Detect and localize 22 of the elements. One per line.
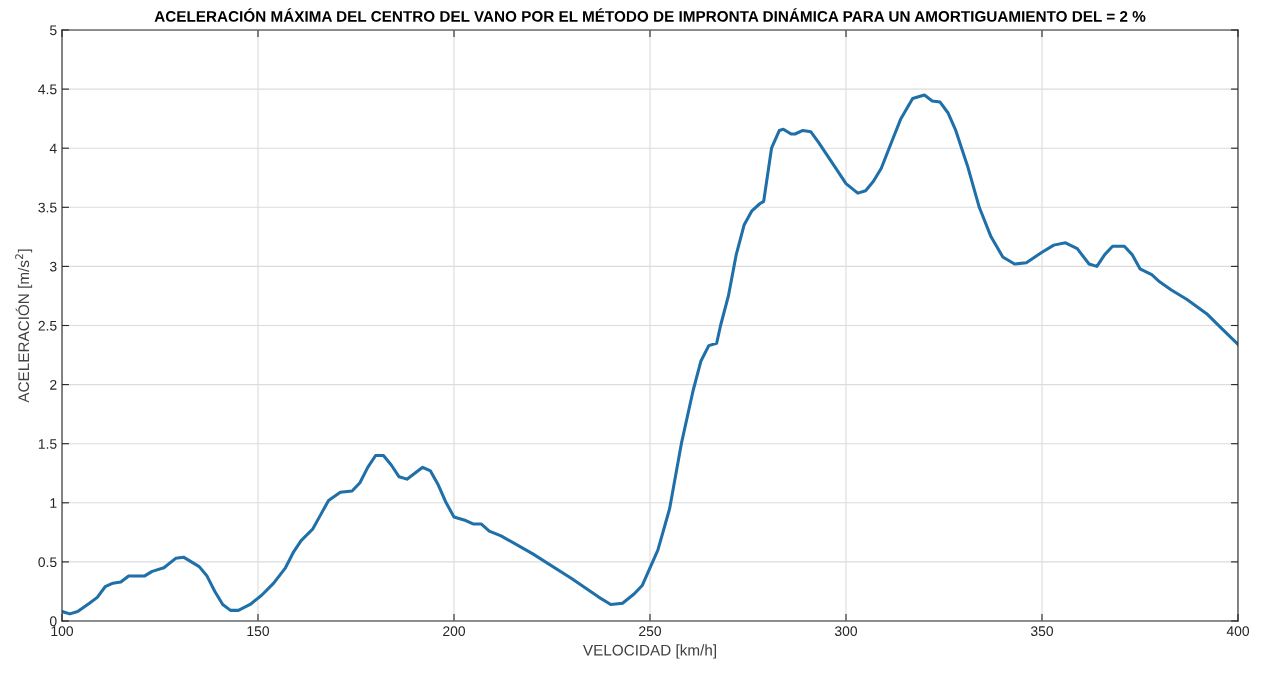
y-tick-label: 2.5 [38,320,57,331]
y-tick-label: 3.5 [38,202,57,213]
y-tick-label: 1.5 [38,439,57,449]
y-tick-label: 3 [49,261,57,272]
x-tick-label: 250 [639,626,662,637]
chart-title: ACELERACIÓN MÁXIMA DEL CENTRO DEL VANO POR EL MÉTODO DE IMPRONTA DINÁMICA PARA UN AMORTIGUAMIENTO DEL = 2 % [154,8,1146,22]
x-tick-label: 400 [1226,626,1250,637]
y-tick-label: 1 [50,498,57,508]
line-series [62,93,1238,616]
y-tick-label: 0 [49,616,57,627]
x-tick-label: 300 [834,626,858,637]
x-tick-label: 150 [247,626,270,637]
x-tick-label: 100 [51,626,74,637]
y-tick-label: 5 [49,25,57,36]
y-tick-label: 2 [50,379,57,390]
y-axis-title: ACELERACIÓN [m/s$^{2}$] [15,249,33,403]
x-axis-title: VELOCIDAD [km/h] [583,644,716,659]
y-tick-label: 4 [49,143,57,154]
x-tick-label: 200 [443,626,466,637]
x-tick-label: 350 [1030,626,1054,637]
y-tick-label: 4.5 [38,84,57,95]
y-tick-label: 0.5 [38,557,57,568]
